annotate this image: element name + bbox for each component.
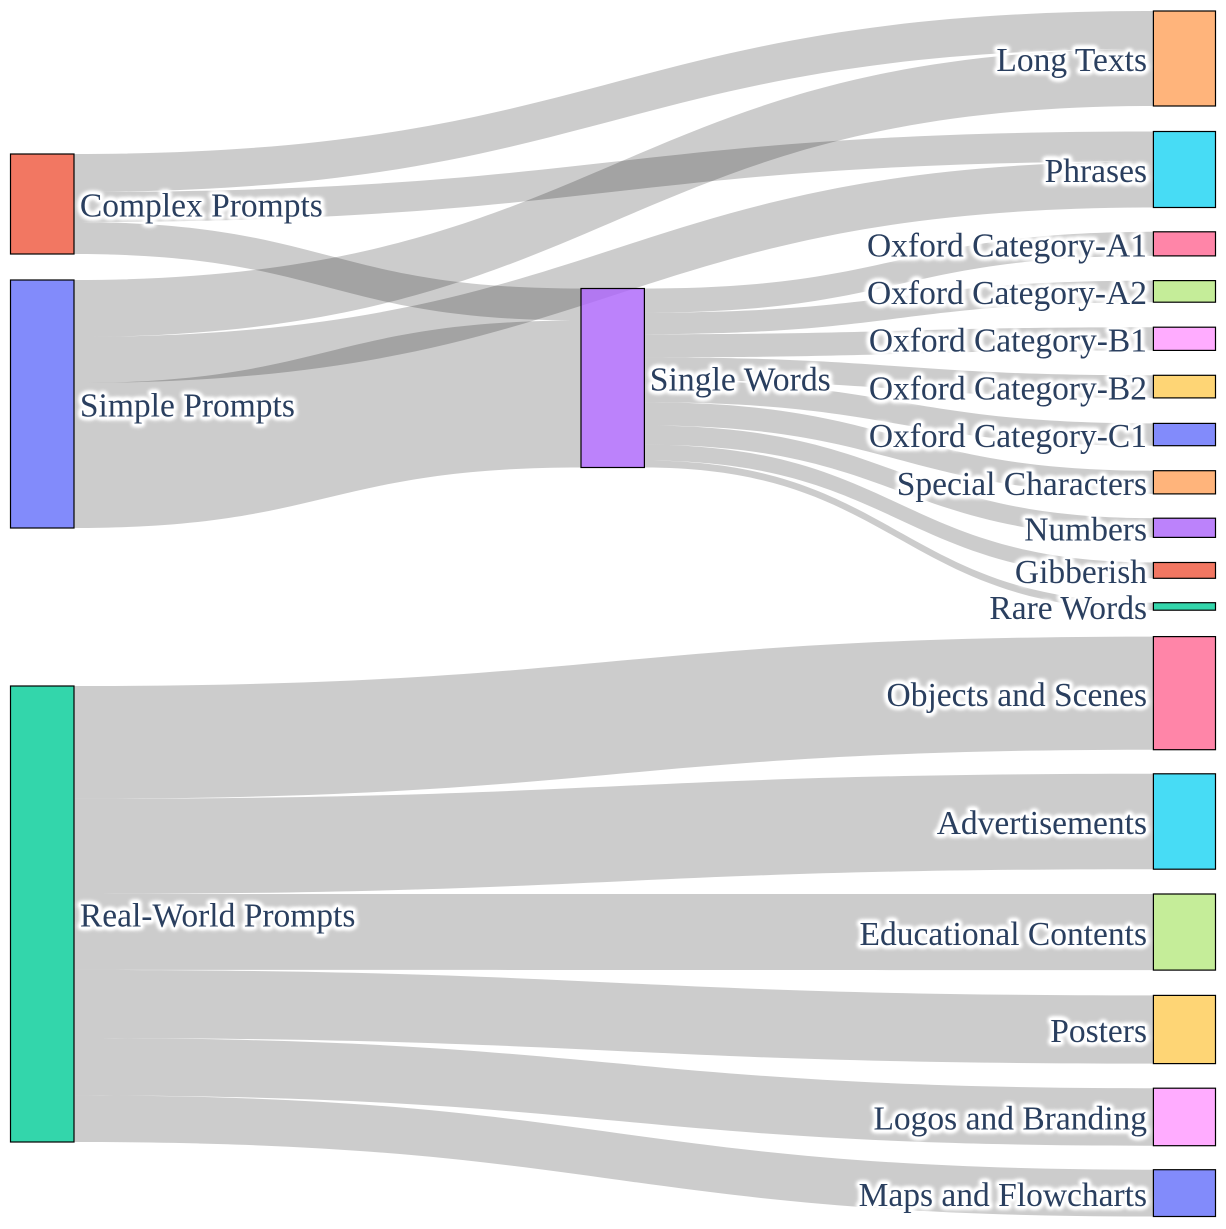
svg-text:Oxford Category-C1: Oxford Category-C1 [869, 418, 1147, 455]
svg-text:Objects and Scenes: Objects and Scenes [887, 677, 1147, 714]
svg-text:Real-World Prompts: Real-World Prompts [80, 898, 356, 935]
svg-text:Logos and Branding: Logos and Branding [873, 1101, 1147, 1138]
svg-text:Gibberish: Gibberish [1015, 554, 1147, 591]
svg-text:Complex Prompts: Complex Prompts [80, 188, 323, 225]
svg-text:Simple Prompts: Simple Prompts [80, 388, 295, 425]
svg-text:Phrases: Phrases [1045, 153, 1147, 190]
svg-text:Numbers: Numbers [1024, 512, 1147, 549]
svg-text:Educational Contents: Educational Contents [860, 916, 1147, 953]
svg-text:Posters: Posters [1050, 1013, 1147, 1050]
svg-text:Advertisements: Advertisements [937, 805, 1147, 842]
svg-text:Single Words: Single Words [650, 362, 831, 399]
svg-text:Special Characters: Special Characters [897, 466, 1147, 503]
svg-text:Long Texts: Long Texts [996, 42, 1147, 79]
svg-text:Rare Words: Rare Words [989, 590, 1147, 627]
svg-text:Oxford Category-B2: Oxford Category-B2 [869, 370, 1147, 407]
svg-text:Oxford Category-A1: Oxford Category-A1 [867, 228, 1147, 265]
svg-text:Maps and Flowcharts: Maps and Flowcharts [859, 1177, 1147, 1214]
svg-text:Oxford Category-A2: Oxford Category-A2 [867, 275, 1147, 312]
svg-text:Oxford Category-B1: Oxford Category-B1 [869, 323, 1147, 360]
